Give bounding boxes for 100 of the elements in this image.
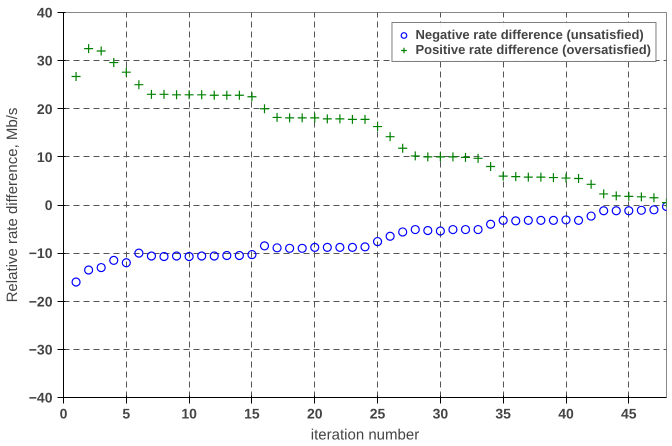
- point: [71, 277, 81, 287]
- point: [146, 89, 157, 100]
- point: [524, 216, 533, 225]
- point: [109, 256, 118, 265]
- point: [486, 220, 496, 229]
- point: [436, 226, 445, 236]
- point: [448, 152, 458, 162]
- point: [96, 262, 106, 272]
- point: [498, 171, 508, 182]
- point: [573, 173, 584, 184]
- point: [548, 216, 558, 225]
- point: [523, 172, 534, 182]
- x-axis-title: iteration number: [310, 426, 420, 444]
- point: [560, 172, 572, 184]
- point: [423, 226, 432, 236]
- point: [586, 179, 596, 190]
- point: [636, 192, 646, 202]
- x-tick-label: 10: [181, 406, 198, 422]
- point: [372, 121, 383, 132]
- x-tick-label: 0: [60, 406, 68, 422]
- point: [247, 250, 257, 260]
- point: [648, 192, 660, 203]
- point: [197, 251, 206, 261]
- point: [574, 216, 584, 225]
- point: [322, 242, 332, 252]
- point: [222, 90, 232, 100]
- y-tick-label: −30: [28, 341, 53, 358]
- point: [234, 90, 244, 100]
- point: [473, 224, 483, 234]
- point: [172, 251, 182, 261]
- x-tick-label: 35: [495, 406, 512, 422]
- x-tick-label: 30: [432, 406, 448, 422]
- point: [284, 112, 295, 123]
- point: [159, 252, 169, 262]
- point: [360, 242, 370, 252]
- point: [410, 150, 420, 162]
- y-tick-label: 10: [36, 148, 53, 165]
- point: [272, 243, 282, 252]
- x-tick-label: 25: [370, 406, 386, 422]
- point: [310, 242, 320, 252]
- point: [297, 112, 308, 123]
- point: [435, 152, 446, 162]
- point: [448, 224, 458, 234]
- point: [536, 216, 546, 225]
- point: [146, 251, 156, 261]
- x-tick-label: 45: [621, 406, 637, 422]
- y-tick-label: 30: [36, 52, 53, 69]
- point: [158, 89, 170, 100]
- point: [222, 250, 232, 260]
- point: [422, 152, 433, 162]
- y-tick-label: −10: [28, 245, 53, 262]
- point: [372, 236, 382, 246]
- point: [285, 244, 294, 253]
- y-axis-title: Relative rate difference, Mb/s: [4, 108, 21, 302]
- point: [334, 114, 345, 124]
- point: [272, 112, 282, 123]
- x-tick-label: 40: [558, 406, 574, 422]
- point: [184, 90, 194, 100]
- point: [386, 232, 395, 241]
- point: [260, 241, 270, 250]
- y-tick-label: 40: [36, 4, 53, 20]
- point: [108, 57, 119, 68]
- point: [310, 112, 320, 123]
- y-tick-label: 20: [36, 100, 53, 117]
- point: [511, 216, 520, 226]
- point: [246, 92, 258, 102]
- point: [636, 206, 646, 215]
- point: [209, 90, 220, 100]
- x-tick-label: 5: [122, 406, 130, 422]
- point: [84, 265, 94, 275]
- point: [385, 132, 396, 142]
- point: [322, 114, 332, 124]
- y-tick-label: −20: [28, 293, 53, 310]
- point: [599, 206, 608, 216]
- point: [561, 215, 571, 225]
- point: [96, 46, 106, 56]
- point: [121, 67, 132, 78]
- point: [196, 90, 207, 100]
- legend-label: Negative rate difference (unsatisfied): [415, 27, 644, 42]
- point: [259, 104, 270, 114]
- point: [611, 190, 622, 201]
- x-tick-label: 20: [306, 406, 323, 422]
- legend-label: Positive rate difference (oversatisfied): [415, 42, 651, 57]
- y-tick-label: −40: [28, 390, 53, 406]
- point: [335, 242, 344, 252]
- point: [70, 71, 82, 82]
- point: [624, 191, 634, 202]
- point: [398, 143, 408, 154]
- point: [498, 216, 508, 225]
- point: [624, 206, 634, 216]
- point: [612, 206, 621, 216]
- point: [536, 172, 546, 182]
- point: [472, 153, 484, 164]
- point: [84, 43, 94, 54]
- point: [598, 188, 609, 200]
- point: [410, 224, 420, 234]
- point: [134, 248, 144, 258]
- point: [586, 211, 596, 221]
- point: [298, 244, 307, 253]
- point: [360, 114, 370, 124]
